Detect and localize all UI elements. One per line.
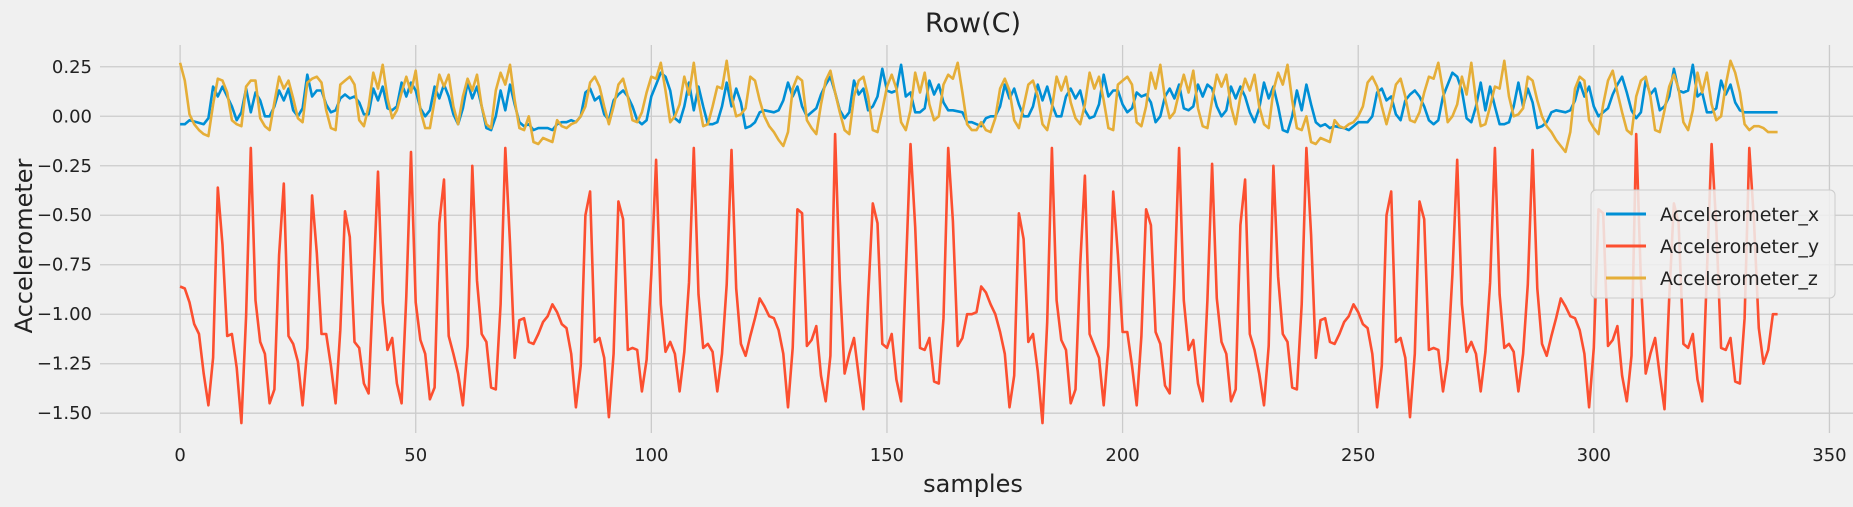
y-tick-label: −1.25: [37, 354, 92, 375]
y-axis-ticks: 0.25 0.00 −0.25 −0.50 −0.75 −1.00 −1.25 −1.50: [37, 57, 92, 424]
x-tick-label: 200: [1105, 445, 1139, 466]
legend-label: Accelerometer_z: [1660, 268, 1818, 290]
y-axis-label: Accelerometer: [10, 158, 38, 333]
y-tick-label: 0.00: [52, 106, 92, 127]
y-tick-label: −1.00: [37, 304, 92, 325]
legend-label: Accelerometer_y: [1660, 236, 1819, 258]
x-tick-label: 50: [404, 445, 427, 466]
series-line-accelerometer-z: [178, 59, 1778, 154]
x-tick-label: 150: [870, 445, 904, 466]
y-tick-label: 0.25: [52, 57, 92, 78]
x-tick-label: 350: [1812, 445, 1846, 466]
y-tick-label: −1.50: [37, 403, 92, 424]
x-axis-ticks: 0 50 100 150 200 250 300 350: [174, 445, 1846, 466]
x-tick-label: 100: [634, 445, 668, 466]
x-tick-label: 0: [174, 445, 185, 466]
x-tick-label: 250: [1341, 445, 1375, 466]
x-axis-label: samples: [923, 470, 1023, 498]
x-tick-label: 300: [1577, 445, 1611, 466]
series-layer: [178, 59, 1778, 425]
y-tick-label: −0.25: [37, 156, 92, 177]
grid: [100, 45, 1853, 433]
series-line-accelerometer-y: [179, 132, 1778, 425]
legend-label: Accelerometer_x: [1660, 204, 1819, 226]
chart-title: Row(C): [925, 8, 1021, 39]
legend: Accelerometer_x Accelerometer_y Accelerome…: [1590, 189, 1836, 299]
y-tick-label: −0.50: [37, 205, 92, 226]
y-tick-label: −0.75: [37, 255, 92, 276]
legend-box: [1590, 189, 1836, 299]
